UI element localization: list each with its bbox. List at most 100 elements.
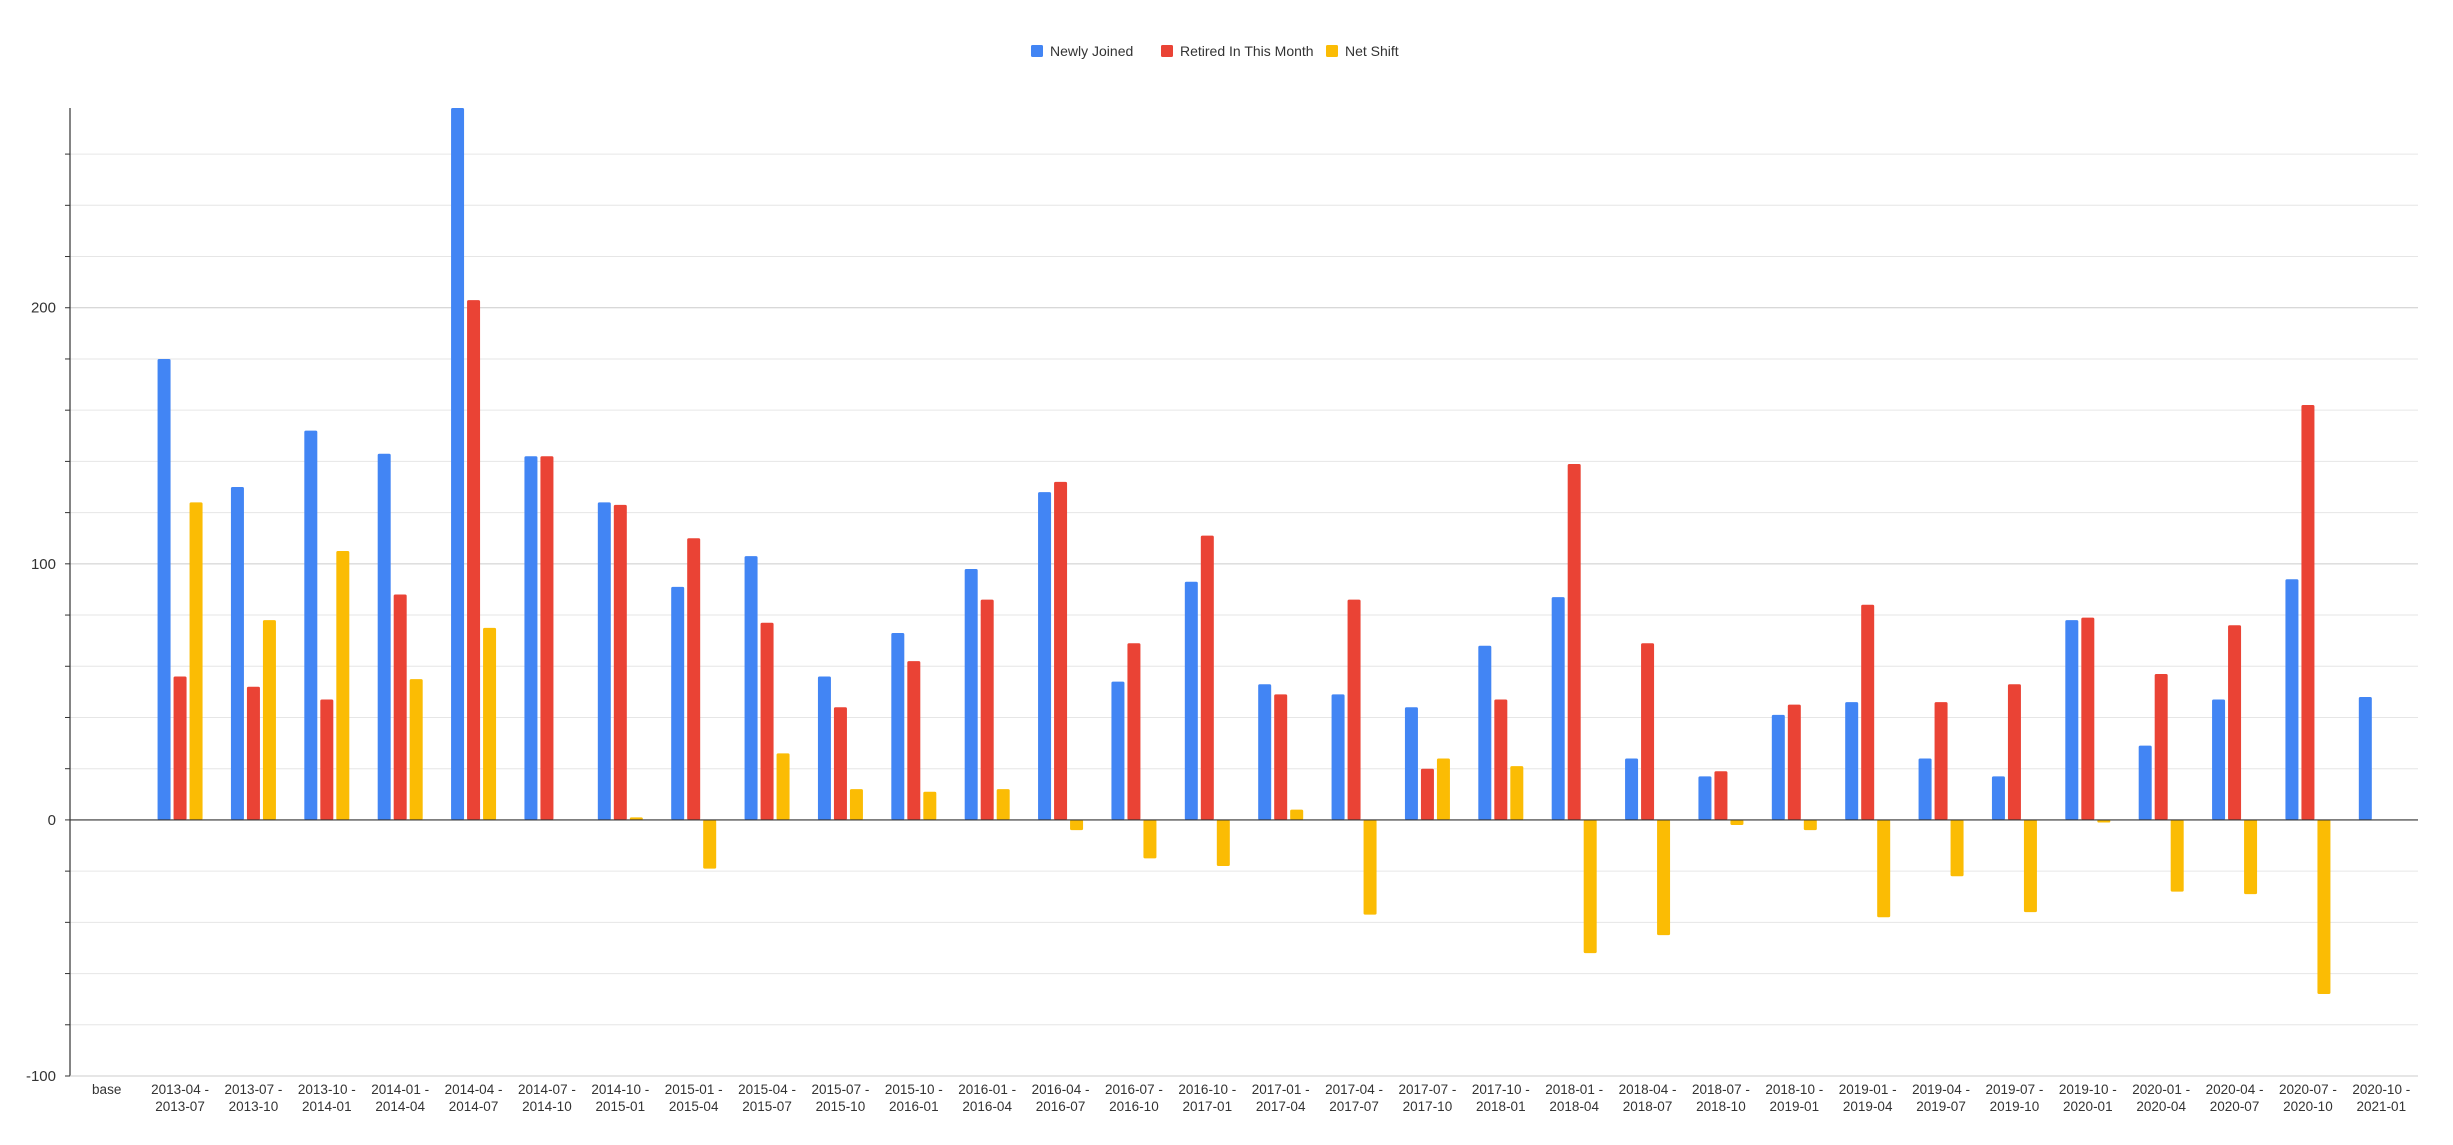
bar-net-shift [1070,819,1084,831]
legend-swatch [1031,45,1043,57]
bar-retired-in-this-month [1127,643,1141,820]
x-tick-label: 2017-01 - 2017-04 [1252,1082,1310,1114]
x-tick-label: 2018-01 - 2018-04 [1545,1082,1603,1114]
bar-newly-joined [2285,579,2299,820]
bar-newly-joined [1991,776,2005,820]
x-tick-label-line: 2015-01 [596,1099,646,1114]
x-tick-label-line: 2019-04 - [1912,1082,1970,1097]
x-tick-label-line: 2014-10 [522,1099,572,1114]
bar-retired-in-this-month [1274,694,1288,820]
x-tick-label-line: 2017-07 [1329,1099,1379,1114]
x-tick-label: 2020-07 - 2020-10 [2279,1082,2337,1114]
x-tick-label-line: 2019-01 - [1839,1082,1897,1097]
x-tick-label-line: 2014-07 - [518,1082,576,1097]
bar-retired-in-this-month [2301,405,2315,820]
x-tick-label-line: 2017-10 - [1472,1082,1530,1097]
bar-newly-joined [1111,681,1125,820]
x-tick-label: 2017-07 - 2017-10 [1399,1082,1457,1114]
x-tick-label: 2020-04 - 2020-07 [2206,1082,2264,1114]
bar-net-shift [336,551,350,820]
x-tick-label-line: 2018-01 [1476,1099,1526,1114]
bar-net-shift [1950,819,1964,877]
x-tick-label-line: 2020-10 [2283,1099,2333,1114]
bar-newly-joined [1258,684,1272,820]
bar-retired-in-this-month [1200,535,1214,820]
bar-net-shift [849,789,863,820]
x-tick-label: 2013-07 - 2013-10 [225,1082,283,1114]
bar-net-shift [1143,819,1157,859]
x-tick-label-line: 2019-07 - [1986,1082,2044,1097]
bar-retired-in-this-month [980,599,994,820]
bar-newly-joined [157,358,171,820]
bar-net-shift [1877,819,1891,918]
x-tick-label-line: 2015-10 [816,1099,866,1114]
x-tick-label-line: 2016-01 [889,1099,939,1114]
x-tick-label: 2014-07 - 2014-10 [518,1082,576,1114]
bar-retired-in-this-month [1934,702,1948,820]
x-tick-label-line: 2016-07 - [1105,1082,1163,1097]
bar-newly-joined [1918,758,1932,820]
legend-swatch [1161,45,1173,57]
x-tick-label-line: 2016-04 - [1032,1082,1090,1097]
bar-net-shift [1436,758,1450,820]
bar-newly-joined [1038,492,1052,820]
bar-newly-joined [1478,645,1492,820]
x-tick-label: 2018-07 - 2018-10 [1692,1082,1750,1114]
bar-retired-in-this-month [393,594,407,820]
x-tick-label: 2014-04 - 2014-07 [445,1082,503,1114]
x-tick-label: 2015-01 - 2015-04 [665,1082,723,1114]
bar-newly-joined [744,556,758,820]
bar-net-shift [1216,819,1230,867]
x-tick-label: 2014-01 - 2014-04 [371,1082,429,1114]
bar-retired-in-this-month [833,707,847,820]
x-tick-label-line: 2020-04 [2136,1099,2186,1114]
bar-retired-in-this-month [2154,673,2168,820]
x-tick-label-line: 2015-07 - [812,1082,870,1097]
legend-label: Newly Joined [1050,43,1133,59]
bar-net-shift [776,753,790,820]
bar-net-shift [409,679,423,820]
bar-retired-in-this-month [1347,599,1361,820]
grid-layer [70,153,2418,1077]
bar-net-shift [1730,819,1744,826]
bar-newly-joined [1184,581,1198,820]
bar-newly-joined [1698,776,1712,820]
bar-net-shift [703,819,717,869]
bar-net-shift [629,817,643,820]
x-tick-label-line: 2013-10 - [298,1082,356,1097]
x-tick-label-line: 2017-07 - [1399,1082,1457,1097]
x-tick-label: 2013-10 - 2014-01 [298,1082,356,1114]
x-tick-label-line: 2019-07 [1916,1099,1966,1114]
y-tick-label: 200 [31,300,56,317]
x-tick-label: 2016-04 - 2016-07 [1032,1082,1090,1114]
x-tick-label-line: 2020-01 [2063,1099,2113,1114]
x-tick-label: 2020-10 - 2021-01 [2352,1082,2410,1114]
x-tick-label: 2015-04 - 2015-07 [738,1082,796,1114]
x-tick-label: base [92,1082,121,1097]
bar-newly-joined [891,632,905,820]
x-tick-label-line: 2015-01 - [665,1082,723,1097]
x-tick-label-line: 2020-04 - [2206,1082,2264,1097]
bar-net-shift [2023,819,2037,913]
x-tick-label-line: 2016-10 - [1178,1082,1236,1097]
x-tick-label-line: 2014-01 [302,1099,352,1114]
bar-retired-in-this-month [1054,481,1068,820]
y-tick-label: -100 [26,1068,56,1085]
x-tick-label-line: 2016-04 [962,1099,1012,1114]
x-tick-label-line: 2018-04 - [1619,1082,1677,1097]
bar-retired-in-this-month [320,699,334,820]
bar-retired-in-this-month [1861,604,1875,820]
x-tick-label-line: 2015-07 [742,1099,792,1114]
bar-net-shift [1290,809,1304,820]
bar-newly-joined [230,487,244,820]
x-tick-label: 2016-10 - 2017-01 [1178,1082,1236,1114]
bar-retired-in-this-month [173,676,187,820]
x-tick-label: 2014-10 - 2015-01 [591,1082,649,1114]
x-tick-label-line: 2019-01 [1770,1099,1820,1114]
bar-retired-in-this-month [907,661,921,820]
bar-newly-joined [1845,702,1859,820]
bar-newly-joined [2358,696,2372,820]
x-tick-label-line: 2014-10 - [591,1082,649,1097]
